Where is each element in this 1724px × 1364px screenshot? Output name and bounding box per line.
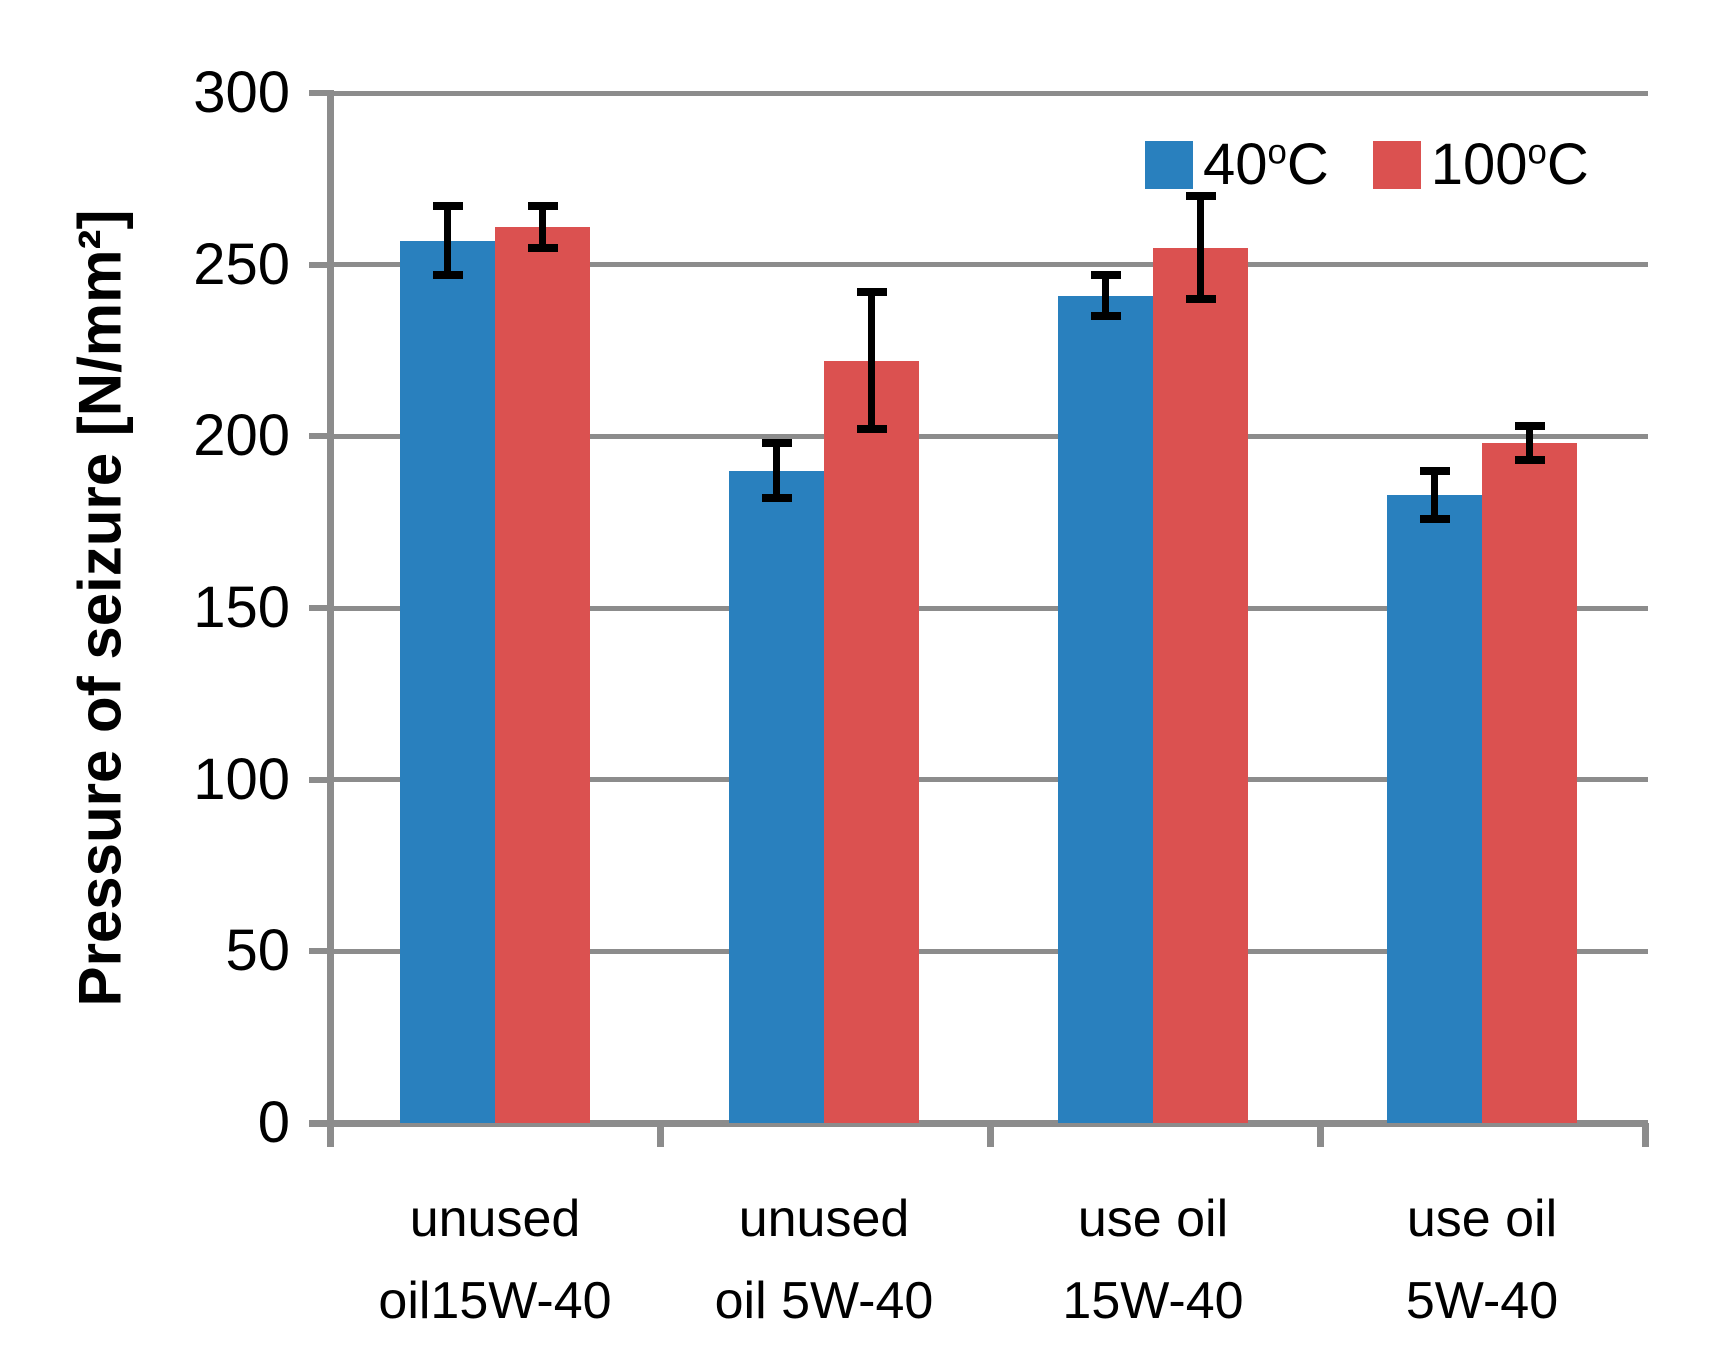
y-axis-tick-50 — [309, 948, 330, 955]
error-bar-cap-bottom-unused-oil-5w-40-s1 — [856, 425, 887, 434]
error-bar-cap-bottom-unused-oil15w-40-s1 — [527, 243, 558, 252]
error-bar-cap-top-unused-oil15w-40-s1 — [527, 202, 558, 211]
error-bar-cap-bottom-use-oil-15w-40-s0 — [1090, 312, 1121, 321]
error-bar-cap-top-use-oil-15w-40-s1 — [1185, 192, 1216, 200]
error-bar-100c-use-oil-15w-40 — [1197, 196, 1204, 299]
y-tick-label-300: 300 — [193, 60, 290, 125]
x-axis-tick-3 — [1317, 1123, 1324, 1147]
y-tick-label-0: 0 — [257, 1090, 290, 1155]
error-bar-cap-top-unused-oil-5w-40-s1 — [856, 288, 887, 297]
error-bar-cap-top-use-oil-5w-40-s1 — [1514, 422, 1545, 431]
category-label-line1: unused — [409, 1190, 581, 1248]
y-axis-line — [327, 90, 334, 1147]
y-tick-label-50: 50 — [225, 918, 290, 984]
category-label-unused-oil-5w-40: unused oil 5W-40 — [654, 1178, 994, 1342]
gridline-100 — [330, 777, 1648, 783]
bar-40c-unused-oil-5w-40 — [729, 470, 824, 1123]
y-axis-tick-300 — [309, 90, 330, 96]
error-bar-100c-unused-oil-5w-40 — [868, 292, 875, 430]
gridline-150 — [330, 605, 1648, 611]
category-label-use-oil-15w-40: use oil 15W-40 — [983, 1178, 1323, 1342]
legend-swatch-40c — [1145, 141, 1193, 189]
legend: 40oC 100oC — [1145, 132, 1589, 197]
x-axis-tick-4 — [1642, 1123, 1649, 1147]
error-bar-100c-use-oil-5w-40 — [1526, 426, 1533, 461]
category-label-unused-oil15w-40: unused oil15W-40 — [325, 1178, 665, 1342]
bar-40c-unused-oil15w-40 — [400, 240, 495, 1123]
error-bar-cap-top-use-oil-5w-40-s0 — [1419, 466, 1450, 475]
y-axis-tick-150 — [309, 605, 330, 611]
legend-item-100c: 100oC — [1372, 132, 1589, 197]
y-axis-tick-250 — [309, 261, 330, 268]
gridline-50 — [330, 948, 1648, 954]
error-bar-40c-unused-oil-5w-40 — [773, 443, 780, 499]
legend-swatch-100c — [1372, 141, 1421, 189]
category-label-line2: oil 5W-40 — [714, 1272, 934, 1330]
y-tick-label-100: 100 — [193, 746, 290, 812]
legend-label-100c: 100oC — [1430, 132, 1589, 197]
error-bar-cap-top-unused-oil-5w-40-s0 — [761, 439, 792, 448]
error-bar-cap-bottom-use-oil-15w-40-s1 — [1185, 295, 1216, 303]
y-tick-label-200: 200 — [193, 403, 290, 469]
x-axis-line — [309, 1120, 1648, 1127]
y-axis-tick-200 — [309, 433, 330, 440]
bar-40c-use-oil-5w-40 — [1387, 494, 1482, 1123]
error-bar-cap-bottom-use-oil-5w-40-s1 — [1514, 456, 1545, 465]
error-bar-40c-use-oil-5w-40 — [1431, 470, 1438, 519]
error-bar-cap-bottom-unused-oil-5w-40-s0 — [761, 494, 792, 503]
legend-label-40c: 40oC — [1203, 132, 1329, 197]
bar-100c-unused-oil15w-40 — [495, 226, 590, 1123]
gridline-200 — [330, 433, 1648, 439]
bar-40c-use-oil-15w-40 — [1058, 295, 1153, 1123]
error-bar-cap-top-unused-oil15w-40-s0 — [432, 202, 463, 211]
gridline-300 — [330, 90, 1648, 96]
bar-100c-use-oil-15w-40 — [1153, 247, 1248, 1123]
x-axis-tick-1 — [657, 1123, 664, 1147]
category-label-line2: 15W-40 — [1062, 1272, 1244, 1330]
x-axis-tick-2 — [987, 1123, 994, 1147]
bar-100c-unused-oil-5w-40 — [824, 360, 919, 1123]
error-bar-cap-bottom-unused-oil15w-40-s0 — [432, 270, 463, 279]
category-label-line1: unused — [738, 1190, 910, 1248]
gridline-250 — [330, 262, 1648, 268]
category-label-line2: oil15W-40 — [378, 1272, 612, 1330]
y-axis-tick-100 — [309, 776, 330, 783]
category-label-line1: use oil — [1077, 1190, 1229, 1248]
category-label-line1: use oil — [1406, 1190, 1558, 1248]
category-label-use-oil-5w-40: use oil 5W-40 — [1312, 1178, 1652, 1342]
error-bar-40c-unused-oil15w-40 — [444, 206, 451, 275]
legend-item-40c: 40oC — [1145, 132, 1329, 197]
error-bar-cap-bottom-use-oil-5w-40-s0 — [1419, 514, 1450, 523]
y-tick-label-250: 250 — [193, 231, 290, 297]
y-tick-label-150: 150 — [193, 575, 290, 640]
error-bar-cap-top-use-oil-15w-40-s0 — [1090, 270, 1121, 279]
error-bar-40c-use-oil-15w-40 — [1102, 274, 1109, 317]
category-label-line2: 5W-40 — [1405, 1272, 1559, 1330]
error-bar-100c-unused-oil15w-40 — [539, 206, 546, 248]
bar-100c-use-oil-5w-40 — [1482, 443, 1577, 1123]
